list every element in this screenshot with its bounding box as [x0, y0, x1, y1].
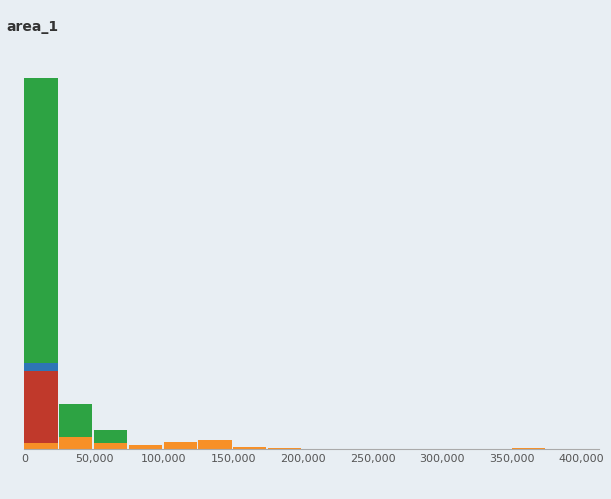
- Bar: [24, 443, 57, 449]
- Bar: [59, 448, 92, 449]
- Bar: [24, 363, 57, 449]
- Bar: [59, 404, 92, 449]
- Bar: [164, 448, 197, 449]
- Bar: [59, 437, 92, 449]
- Bar: [199, 440, 232, 449]
- Bar: [268, 448, 301, 449]
- Bar: [24, 371, 57, 449]
- Text: area_1: area_1: [6, 20, 58, 34]
- Bar: [24, 78, 57, 449]
- Bar: [199, 448, 232, 449]
- Bar: [94, 443, 127, 449]
- Bar: [94, 430, 127, 449]
- Bar: [59, 448, 92, 449]
- Bar: [233, 447, 266, 449]
- Bar: [129, 447, 162, 449]
- Bar: [129, 445, 162, 449]
- Bar: [164, 442, 197, 449]
